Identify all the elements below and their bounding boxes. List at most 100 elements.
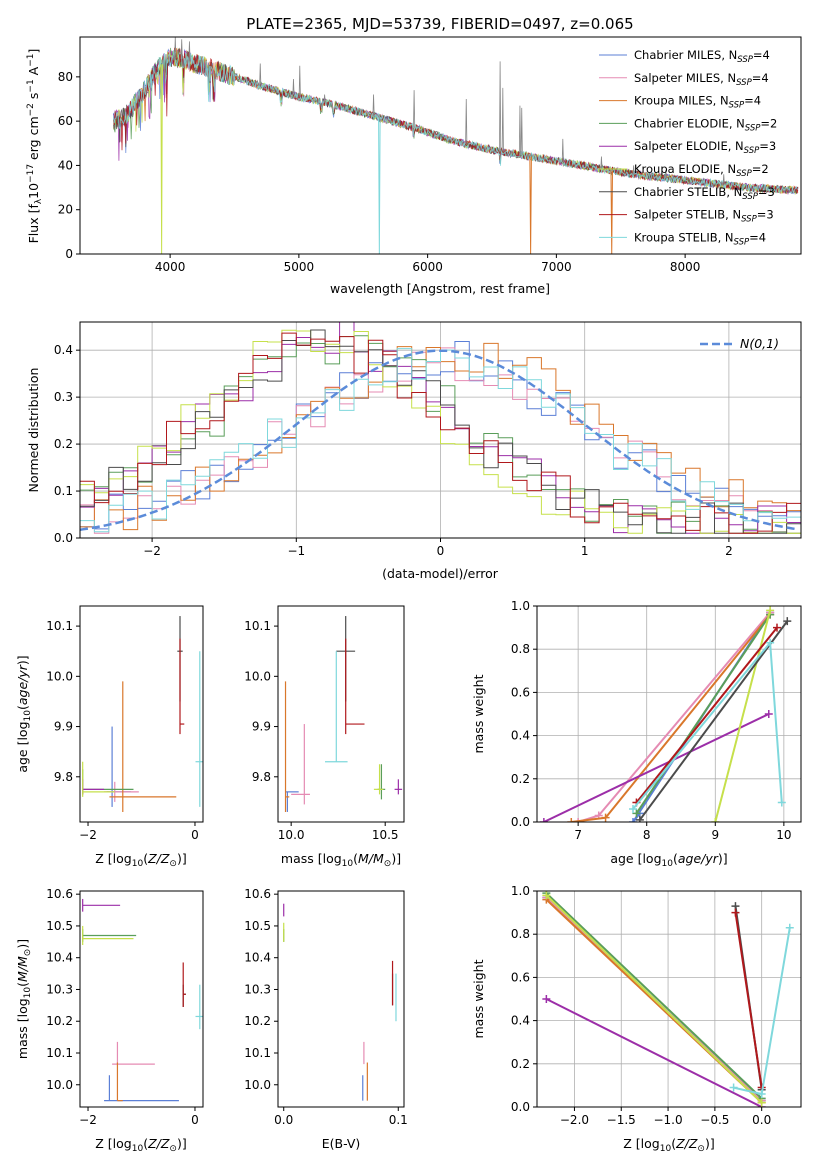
label-part: −1: [26, 54, 36, 67]
x-tick-label: −2: [79, 1113, 97, 1127]
y-tick-label: 10.0: [244, 1078, 271, 1092]
panel-spectrum: 4000 5000 6000 7000 8000 0 20 40 60 80 Chabrier MI…: [26, 36, 802, 296]
legend-sub: SSP: [729, 101, 745, 111]
x-tick-label: 1: [581, 544, 589, 558]
legend-name: Salpeter ELODIE, N: [634, 139, 744, 153]
legend-name: Chabrier ELODIE, N: [634, 116, 745, 130]
label-part: 10: [132, 1144, 144, 1154]
emission-spike: [180, 39, 183, 59]
legend-count: =2: [760, 116, 777, 130]
panel-age_vs_Z: −2 09.89.910.010.1Z [log10(Z/Z⊙)]age [log…: [15, 605, 204, 869]
legend-name: Kroupa STELIB, N: [634, 230, 734, 244]
axes-frame: 4000 5000 6000 7000 8000 0 20 40 60 80 Chabrier MI…: [26, 36, 802, 296]
emission-spike: [174, 37, 177, 58]
weight-marker: [567, 818, 576, 822]
legend-sub: SSP: [741, 215, 757, 225]
weight-line-4: [545, 998, 763, 1107]
y-tick-label: 10.6: [46, 887, 73, 901]
legend-entry: Chabrier ELODIE, NSSP=2: [634, 116, 777, 133]
legend-count: =2: [752, 162, 769, 176]
weight-marker: [757, 1098, 766, 1107]
weight-marker: [783, 617, 792, 626]
emission-spike: [372, 94, 375, 116]
weight-marker: [731, 908, 740, 917]
label-part: age/yr: [15, 664, 30, 705]
label-part: ⊙: [23, 949, 33, 957]
label-part: (: [143, 851, 148, 866]
label-part: (: [673, 851, 678, 866]
legend-entry: Chabrier MILES, NSSP=4: [634, 48, 770, 65]
x-tick-label: 0.1: [389, 1113, 408, 1127]
weight-marker: [766, 606, 775, 615]
x-axis-label: E(B-V): [322, 1136, 361, 1151]
label-part: ⊙: [697, 1144, 705, 1154]
x-axis-label: Z [log10(Z/Z⊙)]: [623, 1136, 714, 1154]
legend-count: =3: [757, 208, 774, 222]
x-tick-label: 4000: [155, 260, 186, 274]
emission-spike: [520, 107, 523, 156]
y-tick-label: 10.1: [244, 1046, 271, 1060]
label-part: ⊙: [169, 1144, 177, 1154]
label-part: 10: [26, 183, 41, 199]
y-tick-label: 0.8: [511, 927, 530, 941]
emission-spike: [499, 61, 502, 152]
emission-spike: [465, 98, 468, 145]
x-axis-label: Z [log10(Z/Z⊙)]: [95, 1136, 186, 1154]
y-tick-label: 0.6: [511, 970, 530, 984]
emission-spike: [188, 41, 191, 62]
label-part: age/yr: [678, 851, 719, 866]
histogram-6: [80, 329, 801, 534]
label-part: age [log: [15, 721, 30, 772]
legend: N(0,1): [700, 336, 779, 351]
legend-name: Kroupa MILES, N: [634, 94, 729, 108]
label-part: Z/Z: [675, 1136, 698, 1151]
y-tick-label: 9.9: [252, 720, 271, 734]
y-tick-label: 0: [65, 247, 73, 261]
x-tick-label: −2.0: [560, 1113, 589, 1127]
axes-frame: −2 010.010.110.210.310.410.510.6Z [log10(…: [15, 887, 204, 1154]
label-part: s: [26, 93, 41, 104]
label-part: )]: [705, 1136, 715, 1151]
emission-spike: [561, 138, 564, 163]
legend-sub: SSP: [742, 192, 758, 202]
y-tick-label: 10.1: [46, 619, 73, 633]
panel-residuals: −2 −1 0 1 2 0.0 0.1 0.2 0.3 0.4 N(0,1) (data-model)…: [26, 321, 802, 581]
emission-spike: [501, 87, 504, 152]
label-part: )]: [718, 851, 728, 866]
y-tick-label: 9.9: [54, 720, 73, 734]
axes-box: [536, 605, 802, 823]
absorption-dip: [378, 117, 381, 254]
legend-name: Salpeter MILES, N: [634, 71, 736, 85]
label-part: ⊙: [169, 859, 177, 869]
label-part: mass [log: [281, 851, 342, 866]
x-tick-label: 0.0: [274, 1113, 293, 1127]
label-part: λ: [34, 198, 44, 204]
weight-marker: [757, 1090, 766, 1099]
y-axis-label: mass [log10(M/M⊙)]: [15, 939, 33, 1059]
axes-box: [277, 605, 405, 823]
x-axis-label: Z [log10(Z/Z⊙)]: [95, 851, 186, 869]
axes-box: [79, 890, 204, 1108]
y-tick-label: 60: [58, 114, 73, 128]
x-tick-label: 6000: [412, 260, 443, 274]
label-part: −1: [26, 79, 36, 92]
x-tick-label: 7000: [541, 260, 572, 274]
label-part: Z/Z: [147, 851, 170, 866]
y-tick-label: 0.6: [511, 685, 530, 699]
y-tick-label: 0.1: [54, 484, 73, 498]
y-tick-label: 80: [58, 70, 73, 84]
axes-frame: 10.0 10.5 9.8 9.9 10.0 10.1 mass [log10(M/M⊙)]: [244, 605, 405, 869]
legend-entry: Salpeter ELODIE, NSSP=3: [634, 139, 776, 156]
y-tick-label: 0.4: [511, 1014, 530, 1028]
y-tick-label: 9.8: [252, 770, 271, 784]
plot-area: [537, 606, 801, 822]
y-axis-label: mass weight: [471, 959, 486, 1038]
x-tick-label: 10.5: [372, 828, 399, 842]
y-tick-label: 10.5: [46, 919, 73, 933]
legend-count: =4: [749, 230, 766, 244]
legend-name: Chabrier MILES, N: [634, 48, 737, 62]
y-tick-label: 10.4: [46, 951, 73, 965]
y-tick-label: 0.0: [511, 815, 530, 829]
label-part: )]: [15, 939, 30, 949]
